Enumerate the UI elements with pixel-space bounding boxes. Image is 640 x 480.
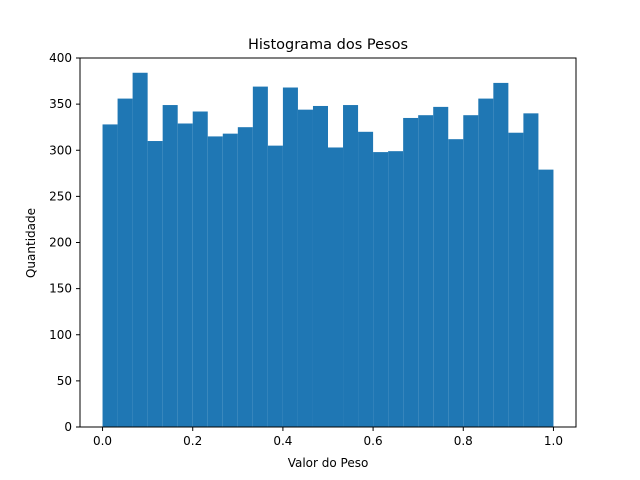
x-axis-ticks: 0.0 0.2 0.4 0.6 0.8 1.0 <box>93 427 563 448</box>
histogram-bar <box>297 109 313 427</box>
histogram-bar <box>418 115 434 427</box>
y-tick-label: 100 <box>49 328 72 342</box>
y-axis-label: Quantidade <box>24 208 38 278</box>
histogram-bar <box>312 105 328 427</box>
y-tick-label: 200 <box>49 236 72 250</box>
histogram-bar <box>403 117 419 428</box>
y-tick-label: 350 <box>49 97 72 111</box>
histogram-bar <box>448 139 464 427</box>
x-tick-label: 0.2 <box>183 434 202 448</box>
histogram-bar <box>207 136 223 427</box>
histogram-bar <box>222 133 238 427</box>
histogram-bar <box>162 105 178 428</box>
histogram-bar <box>117 98 133 427</box>
histogram-bar <box>282 87 298 428</box>
histogram-bar <box>192 111 208 427</box>
y-tick-label: 400 <box>49 51 72 65</box>
x-axis-label: Valor do Peso <box>288 456 369 470</box>
bars-group <box>102 72 554 428</box>
histogram-bar <box>433 106 449 427</box>
histogram-bar <box>252 86 268 427</box>
histogram-bar <box>343 105 359 428</box>
histogram-bar <box>373 152 389 427</box>
histogram-bar <box>102 124 118 428</box>
histogram-bar <box>523 113 539 427</box>
histogram-bar <box>237 127 253 427</box>
histogram-bar <box>478 98 494 427</box>
plot-frame <box>79 57 577 428</box>
histogram-bar <box>267 145 283 427</box>
x-tick-label: 0.0 <box>93 434 112 448</box>
x-tick-label: 0.6 <box>364 434 383 448</box>
y-tick-label: 50 <box>57 374 72 388</box>
histogram-bar <box>388 151 404 428</box>
y-tick-label: 150 <box>49 282 72 296</box>
histogram-bar <box>328 147 344 428</box>
histogram-bar <box>177 123 193 427</box>
histogram-bar <box>463 115 479 427</box>
y-tick-label: 300 <box>49 143 72 157</box>
x-tick-label: 0.4 <box>273 434 292 448</box>
histogram-bar <box>493 82 509 427</box>
y-tick-label: 250 <box>49 189 72 203</box>
y-tick-label: 0 <box>64 420 72 434</box>
histogram-bar <box>508 132 524 427</box>
x-tick-label: 0.8 <box>454 434 473 448</box>
x-tick-label: 1.0 <box>544 434 563 448</box>
histogram-bar <box>132 72 148 427</box>
chart-title: Histograma dos Pesos <box>248 37 408 53</box>
histogram-bar <box>147 141 163 427</box>
histogram-bar <box>538 169 554 427</box>
y-axis-ticks: 0 50 100 150 200 250 300 350 400 <box>49 51 80 434</box>
histogram-bar <box>358 131 374 428</box>
